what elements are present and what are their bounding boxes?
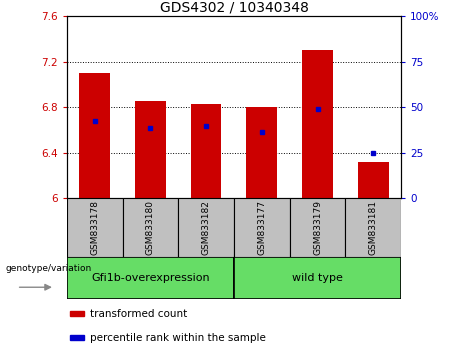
Bar [234, 257, 401, 299]
Text: Gfi1b-overexpression: Gfi1b-overexpression [91, 273, 210, 283]
Bar [358, 162, 389, 198]
Bar [135, 101, 165, 198]
Bar [178, 198, 234, 257]
Bar [290, 198, 345, 257]
Bar [247, 107, 277, 198]
Text: GSM833177: GSM833177 [257, 200, 266, 255]
Title: GDS4302 / 10340348: GDS4302 / 10340348 [160, 1, 308, 15]
Bar [234, 198, 290, 257]
Bar [67, 198, 123, 257]
Text: genotype/variation: genotype/variation [6, 264, 92, 273]
Text: percentile rank within the sample: percentile rank within the sample [90, 333, 266, 343]
Bar [70, 311, 83, 316]
Bar [79, 73, 110, 198]
Text: wild type: wild type [292, 273, 343, 283]
Bar [123, 198, 178, 257]
Bar [302, 50, 333, 198]
Text: GSM833178: GSM833178 [90, 200, 99, 255]
Bar [345, 198, 401, 257]
Text: GSM833182: GSM833182 [201, 200, 211, 255]
Bar [191, 104, 221, 198]
Bar [67, 257, 234, 299]
Text: GSM833181: GSM833181 [369, 200, 378, 255]
Bar [70, 335, 83, 340]
Text: GSM833180: GSM833180 [146, 200, 155, 255]
Text: transformed count: transformed count [90, 308, 188, 319]
Text: GSM833179: GSM833179 [313, 200, 322, 255]
